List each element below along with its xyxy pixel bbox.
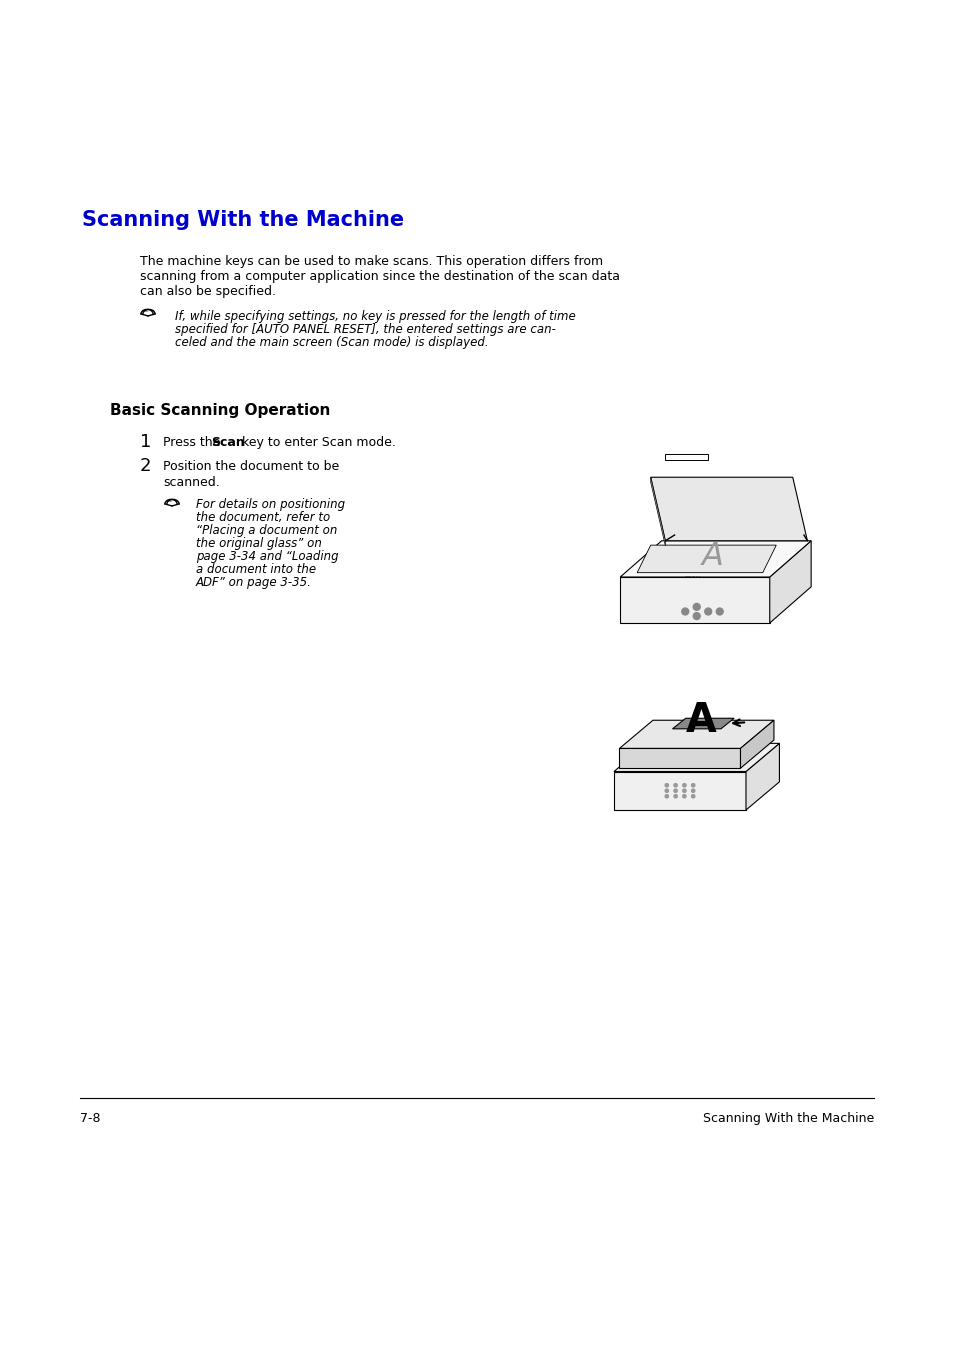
Text: Press the: Press the <box>163 436 224 450</box>
Text: A: A <box>700 541 722 572</box>
Polygon shape <box>614 744 779 771</box>
Text: scanned.: scanned. <box>163 477 219 489</box>
Circle shape <box>693 613 700 620</box>
Text: The machine keys can be used to make scans. This operation differs from: The machine keys can be used to make sca… <box>140 255 602 269</box>
Polygon shape <box>664 454 707 460</box>
Circle shape <box>664 795 668 798</box>
Polygon shape <box>740 721 773 768</box>
Circle shape <box>682 795 685 798</box>
Text: Position the document to be: Position the document to be <box>163 460 339 472</box>
Text: page 3-34 and “Loading: page 3-34 and “Loading <box>195 549 338 563</box>
Circle shape <box>682 783 685 787</box>
Polygon shape <box>619 541 810 576</box>
Polygon shape <box>618 721 773 748</box>
Text: Scanning With the Machine: Scanning With the Machine <box>82 211 404 230</box>
Polygon shape <box>614 771 745 810</box>
Text: celed and the main screen (Scan mode) is displayed.: celed and the main screen (Scan mode) is… <box>174 336 488 350</box>
Polygon shape <box>618 748 740 768</box>
Circle shape <box>716 608 722 616</box>
Text: Scan: Scan <box>211 436 245 450</box>
Polygon shape <box>769 541 810 622</box>
Circle shape <box>673 783 677 787</box>
Polygon shape <box>672 718 734 729</box>
Text: For details on positioning: For details on positioning <box>195 498 345 512</box>
Circle shape <box>673 790 677 792</box>
Text: A: A <box>685 702 716 741</box>
Text: ADF” on page 3-35.: ADF” on page 3-35. <box>195 576 312 589</box>
Circle shape <box>673 795 677 798</box>
Circle shape <box>691 783 694 787</box>
Text: If, while specifying settings, no key is pressed for the length of time: If, while specifying settings, no key is… <box>174 310 576 323</box>
Polygon shape <box>650 478 806 541</box>
Circle shape <box>693 603 700 610</box>
Circle shape <box>704 608 711 616</box>
Text: specified for [AUTO PANEL RESET], the entered settings are can-: specified for [AUTO PANEL RESET], the en… <box>174 323 556 336</box>
Polygon shape <box>619 576 769 622</box>
Circle shape <box>664 790 668 792</box>
Text: 7-8: 7-8 <box>80 1112 100 1125</box>
Text: can also be specified.: can also be specified. <box>140 285 275 298</box>
Circle shape <box>691 790 694 792</box>
Text: scanning from a computer application since the destination of the scan data: scanning from a computer application sin… <box>140 270 619 284</box>
Text: 1: 1 <box>140 433 152 451</box>
Text: “Placing a document on: “Placing a document on <box>195 524 337 537</box>
Circle shape <box>664 783 668 787</box>
Text: key to enter Scan mode.: key to enter Scan mode. <box>237 436 395 450</box>
Text: the original glass” on: the original glass” on <box>195 537 321 549</box>
Polygon shape <box>637 545 776 572</box>
Circle shape <box>682 790 685 792</box>
Text: 2: 2 <box>140 458 152 475</box>
Polygon shape <box>745 744 779 810</box>
Text: the document, refer to: the document, refer to <box>195 512 330 524</box>
Circle shape <box>691 795 694 798</box>
Circle shape <box>681 608 688 616</box>
Text: Basic Scanning Operation: Basic Scanning Operation <box>110 404 330 418</box>
Text: a document into the: a document into the <box>195 563 315 576</box>
Polygon shape <box>650 478 664 545</box>
Text: Scanning With the Machine: Scanning With the Machine <box>702 1112 873 1125</box>
